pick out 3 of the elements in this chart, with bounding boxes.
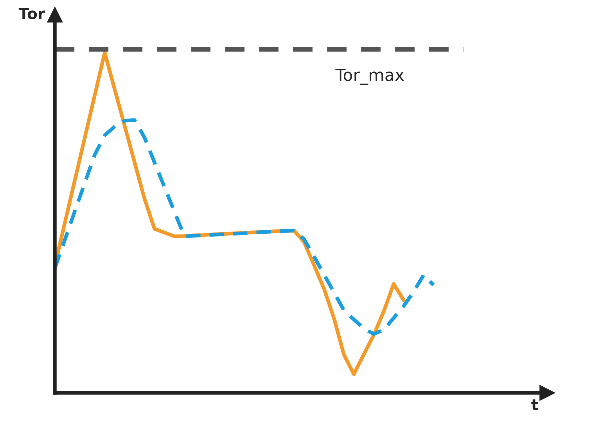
text: t [532,400,538,410]
y-axis-title: Tor [18,8,46,20]
ref-line-label: Tor_max [336,68,404,86]
